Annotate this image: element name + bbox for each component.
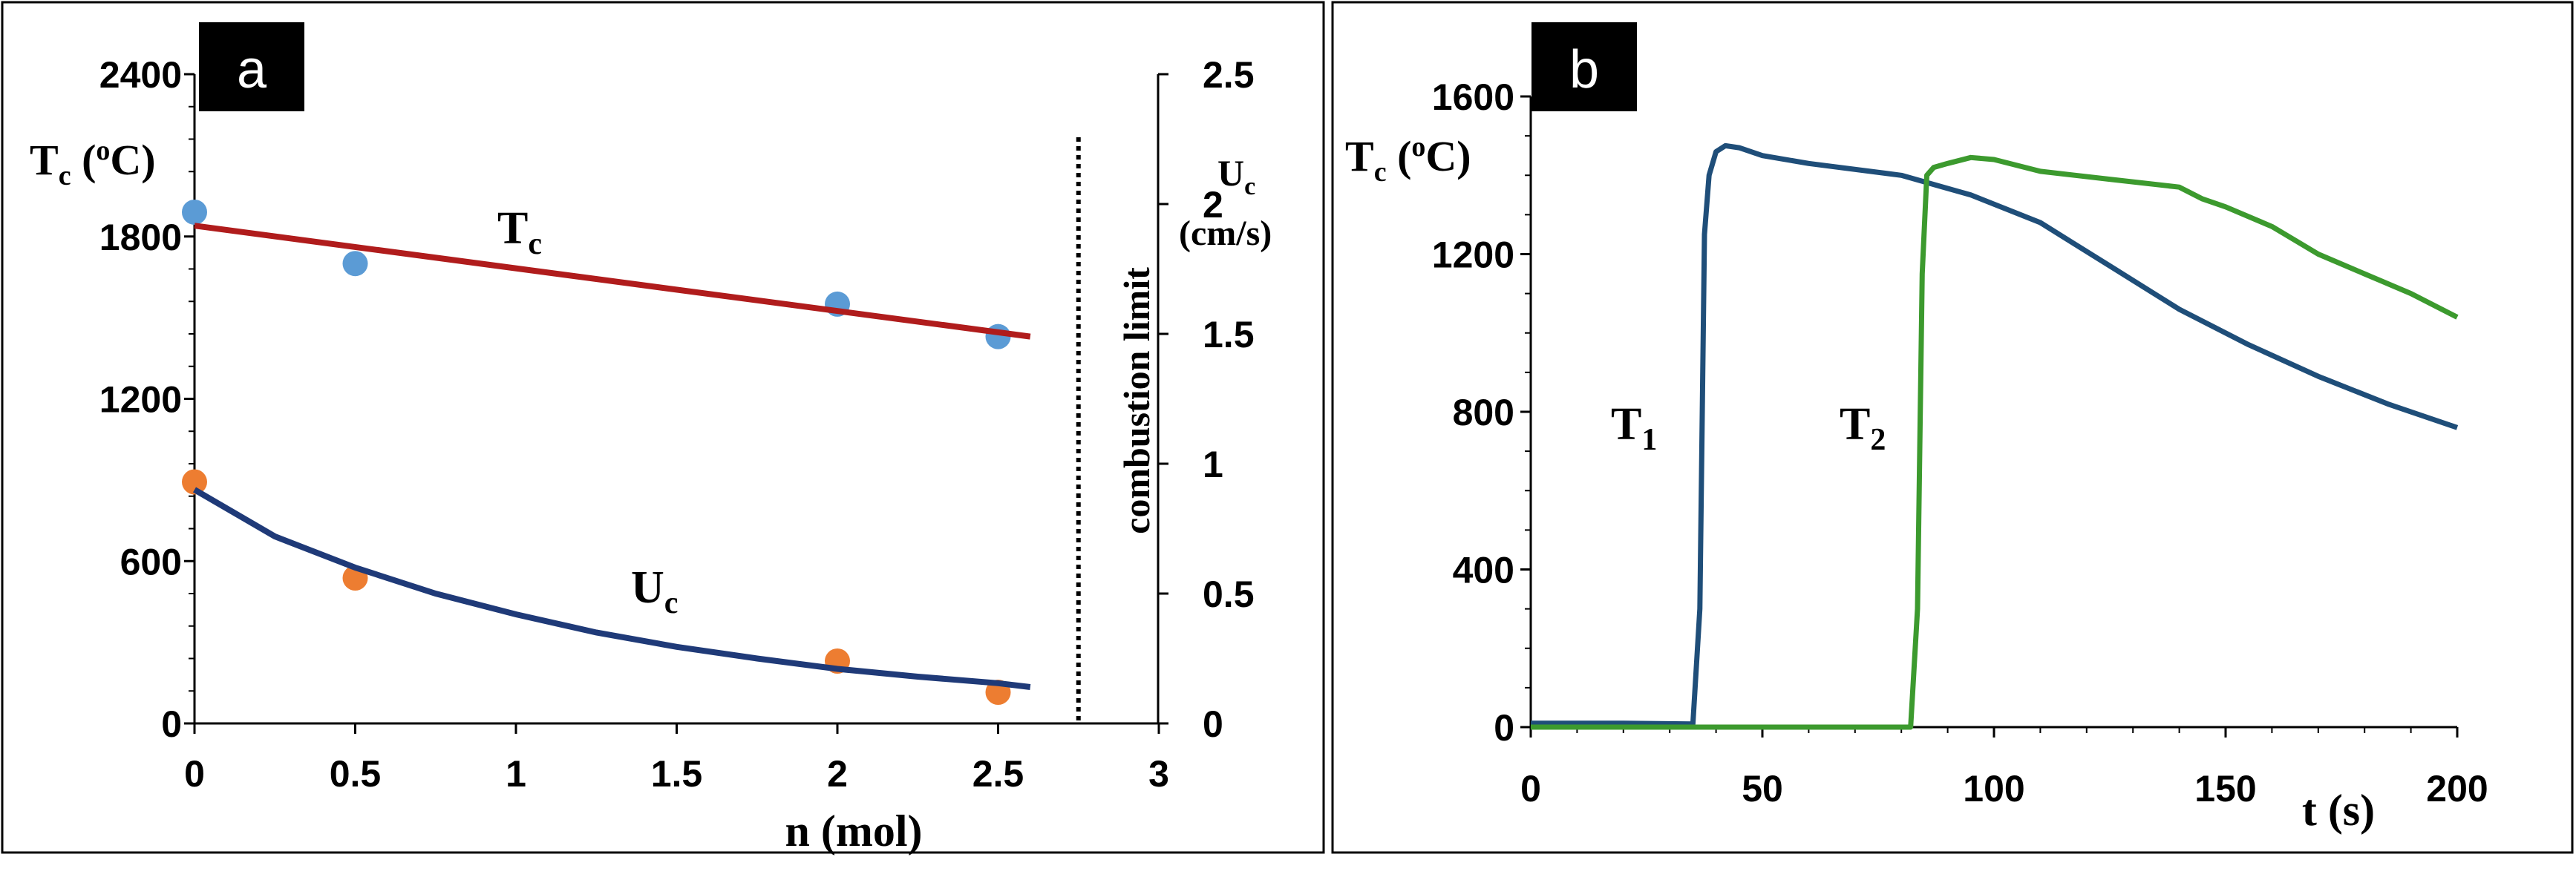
panel-a-chart: 0 0.5 1 1.5 2 2.5 3060012001800240000.511.522.… bbox=[30, 22, 1272, 855]
panel-a-left-tick-label: 0 bbox=[161, 703, 182, 745]
panel-b-tag-box bbox=[1531, 22, 1637, 111]
panel-b-y-title-units: ( bbox=[1387, 132, 1412, 180]
panel-a-x-tick-label: 1 bbox=[506, 753, 526, 795]
panel-a-tag: a bbox=[237, 40, 267, 99]
t1-curve bbox=[1531, 142, 2459, 727]
t2-label-main: T bbox=[1840, 399, 1870, 450]
panel-a-tag-box bbox=[199, 22, 304, 111]
panel-a-right-tick-label: 0 bbox=[1203, 703, 1223, 745]
panel-a-x-axis-title: n (mol) bbox=[785, 807, 923, 855]
t2-label-sub: 2 bbox=[1870, 423, 1886, 457]
t1-label-sub: 1 bbox=[1641, 423, 1657, 457]
combustion-limit-label: combustion limit bbox=[1116, 267, 1157, 534]
tc-label-main: T bbox=[497, 203, 528, 254]
panel-a-left-tick-label: 2400 bbox=[99, 54, 182, 96]
panel-a-x-tick-label: 2 bbox=[827, 753, 848, 795]
t2-label: T2 bbox=[1840, 399, 1886, 457]
panel-a-frame bbox=[1, 1, 1325, 854]
panel-a-left-title-sup: o bbox=[96, 135, 110, 166]
t2-curve bbox=[1531, 154, 2459, 730]
panel-b-y-tick-label: 1200 bbox=[1432, 234, 1514, 276]
tc-label-sub: c bbox=[528, 227, 542, 261]
panel-a-uc-label: Uc bbox=[631, 562, 678, 620]
panel-a-x-tick-label: 1.5 bbox=[651, 753, 703, 795]
uc-data-point bbox=[182, 469, 207, 495]
panel-b-x-tick-label: 150 bbox=[2194, 768, 2256, 809]
tc-data-point bbox=[985, 323, 1011, 349]
panel-b-y-title-units-end: C) bbox=[1425, 132, 1471, 180]
panel-a-left-title-units-end: C) bbox=[110, 136, 155, 184]
panel-a-left-title-sub: c bbox=[59, 160, 71, 191]
panel-a-right-tick-label: 1.5 bbox=[1203, 314, 1255, 355]
t1-label-main: T bbox=[1611, 399, 1641, 450]
panel-b-x-tick-label: 200 bbox=[2426, 768, 2488, 809]
panel-a-x-tick-label: 0 bbox=[184, 753, 205, 795]
panel-b-frame bbox=[1331, 1, 2574, 854]
panel-a-right-title-main: U bbox=[1217, 152, 1244, 194]
panel-a-right-axis-title: Uc bbox=[1217, 152, 1255, 200]
uc-label-sub: c bbox=[664, 586, 679, 620]
panel-a-tc-label: Tc bbox=[497, 203, 542, 261]
panel-a-left-tick-label: 600 bbox=[120, 541, 182, 582]
uc-fit-line bbox=[192, 487, 1031, 690]
panel-b-x-axis-title: t (s) bbox=[2302, 786, 2375, 835]
panel-b-y-tick-label: 800 bbox=[1453, 392, 1514, 433]
tc-data-point bbox=[182, 199, 207, 225]
panel-a-right-tick-label: 2 bbox=[1203, 184, 1223, 226]
panel-b-x-tick-label: 0 bbox=[1520, 768, 1541, 809]
panel-a-right-tick-label: 1 bbox=[1203, 444, 1223, 485]
panel-b-x-tick-label: 50 bbox=[1742, 768, 1783, 809]
panel-a-x-tick-label: 3 bbox=[1148, 753, 1169, 795]
panel-b-y-tick-label: 400 bbox=[1453, 550, 1514, 591]
panel-a-left-tick-label: 1800 bbox=[99, 217, 182, 258]
panel-a-left-title-main: T bbox=[30, 136, 59, 184]
panel-b-y-tick-label: 1600 bbox=[1432, 76, 1514, 118]
panel-a-right-title-sub: c bbox=[1244, 173, 1255, 200]
tc-data-point bbox=[342, 251, 368, 277]
panel-b-x-tick-label: 100 bbox=[1963, 768, 2024, 809]
panel-b-y-title-sub: c bbox=[1374, 157, 1387, 188]
panel-a-x-tick-label: 0.5 bbox=[330, 753, 382, 795]
panel-a-x-tick-label: 2.5 bbox=[972, 753, 1024, 795]
panel-a-right-axis-units: (cm/s) bbox=[1179, 214, 1272, 253]
panel-b-y-tick-label: 0 bbox=[1494, 707, 1514, 749]
panel-a-left-axis-title: Tc (oC) bbox=[30, 135, 156, 191]
panel-a-right-tick-label: 0.5 bbox=[1203, 574, 1255, 615]
uc-label-main: U bbox=[631, 562, 664, 613]
panel-a-right-tick-label: 2.5 bbox=[1203, 54, 1255, 96]
t1-label: T1 bbox=[1611, 399, 1657, 457]
panel-a-left-title-units: ( bbox=[71, 136, 97, 184]
tc-fit-line bbox=[194, 223, 1031, 340]
panel-b-y-title-sup: o bbox=[1411, 131, 1425, 162]
panel-b-y-title-main: T bbox=[1345, 132, 1374, 180]
panel-b-tag: b bbox=[1569, 40, 1599, 99]
panel-b-chart: 0 50 100 150 200 0 400 800 1200 1600 b Tc (oC) t … bbox=[1345, 22, 2488, 835]
panel-a-left-tick-label: 1200 bbox=[99, 379, 182, 421]
panel-b-y-axis-title: Tc (oC) bbox=[1345, 131, 1471, 188]
